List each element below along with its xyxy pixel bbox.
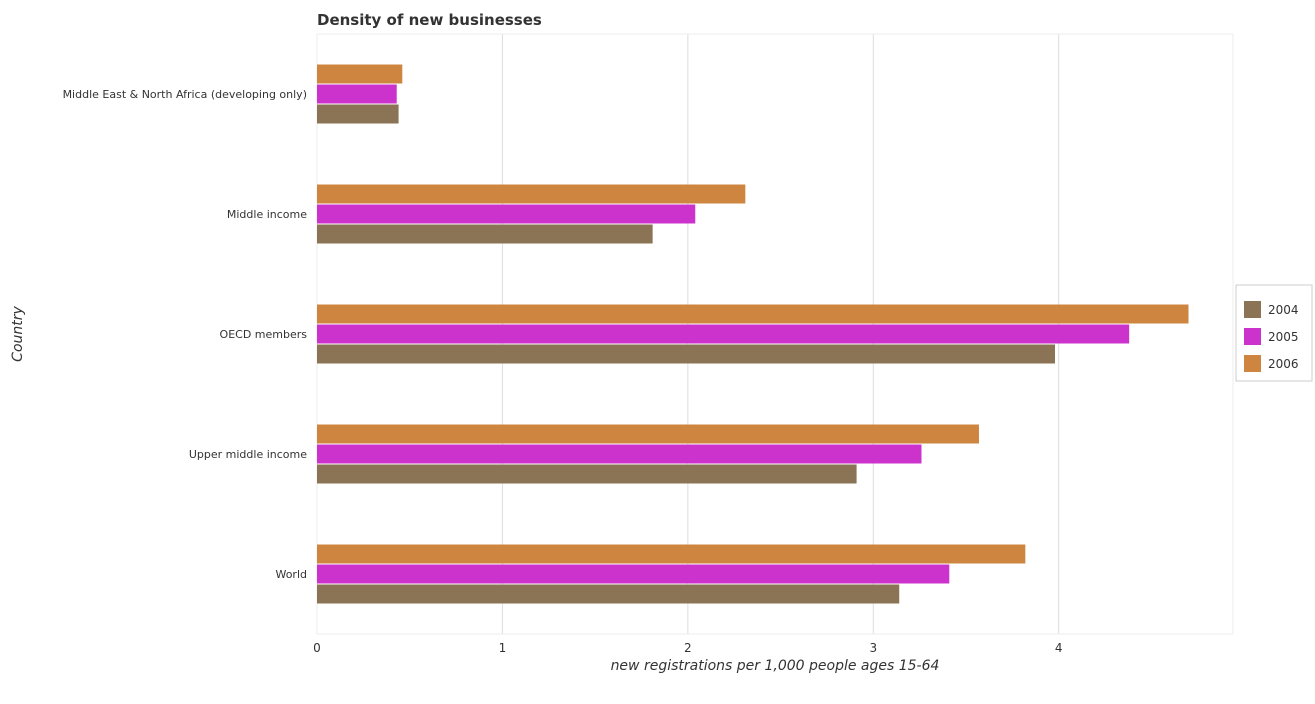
x-tick-label: 1 <box>499 641 507 655</box>
y-tick-label: OECD members <box>220 328 308 341</box>
bar-2006 <box>317 64 403 84</box>
bars <box>317 64 1189 604</box>
bar-2005 <box>317 444 922 464</box>
bar-2004 <box>317 344 1055 364</box>
legend: 2004 2005 2006 <box>1235 284 1313 382</box>
bar-2004 <box>317 464 857 484</box>
bar-2005 <box>317 564 950 584</box>
legend-swatch <box>1244 328 1261 345</box>
x-tick-label: 2 <box>684 641 692 655</box>
y-tick-label: Middle East & North Africa (developing o… <box>63 88 307 101</box>
x-tick-label: 4 <box>1055 641 1063 655</box>
legend-label: 2005 <box>1268 330 1299 344</box>
bar-2004 <box>317 104 399 124</box>
legend-swatch <box>1244 301 1261 318</box>
legend-swatch <box>1244 355 1261 372</box>
bar-2005 <box>317 324 1130 344</box>
y-tick-labels: Middle East & North Africa (developing o… <box>63 88 308 581</box>
x-tick-labels: 0 1 2 3 4 <box>313 641 1062 655</box>
y-tick-label: Upper middle income <box>189 448 307 461</box>
chart-title: Density of new businesses <box>317 11 542 29</box>
bar-2006 <box>317 184 746 204</box>
bar-2006 <box>317 424 979 444</box>
bar-2005 <box>317 84 397 104</box>
y-tick-label: World <box>275 568 307 581</box>
bar-2006 <box>317 544 1026 564</box>
bar-2004 <box>317 224 653 244</box>
x-axis-label: new registrations per 1,000 people ages … <box>611 658 940 674</box>
legend-label: 2006 <box>1268 357 1299 371</box>
bar-2004 <box>317 584 900 604</box>
y-axis-label: Country <box>10 305 26 361</box>
x-tick-label: 0 <box>313 641 321 655</box>
y-tick-label: Middle income <box>227 208 307 221</box>
legend-label: 2004 <box>1268 303 1299 317</box>
bar-2005 <box>317 204 696 224</box>
bar-2006 <box>317 304 1189 324</box>
x-tick-label: 3 <box>869 641 877 655</box>
